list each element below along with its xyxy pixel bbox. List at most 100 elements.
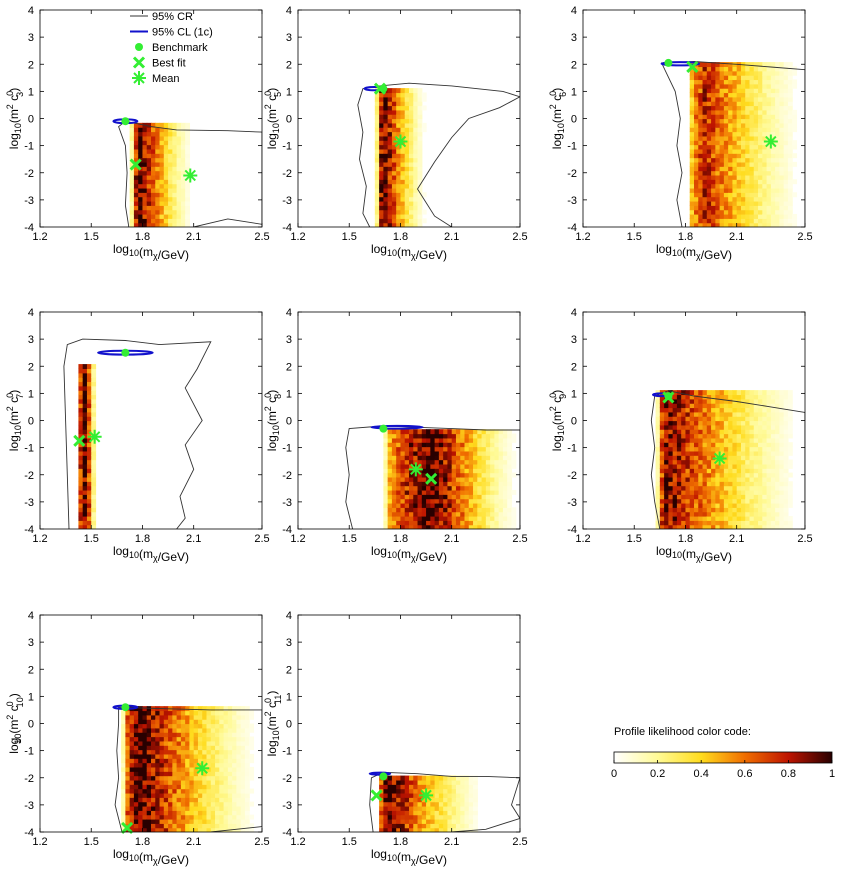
heatmap-cell bbox=[133, 749, 139, 755]
heatmap-cell bbox=[82, 437, 88, 443]
y-tick-label: 3 bbox=[28, 334, 34, 346]
heatmap-cell bbox=[740, 390, 746, 396]
heatmap-cell bbox=[404, 515, 410, 521]
heatmap-cell bbox=[664, 420, 669, 426]
heatmap-cell bbox=[758, 83, 763, 89]
heatmap-cell bbox=[155, 183, 161, 189]
y-tick-label: 4 bbox=[28, 610, 34, 622]
heatmap-cell bbox=[193, 714, 199, 720]
heatmap-cell bbox=[664, 407, 669, 413]
heatmap-cell bbox=[151, 827, 156, 832]
heatmap-cell bbox=[668, 507, 674, 513]
heatmap-cell bbox=[779, 161, 785, 167]
heatmap-cell bbox=[723, 424, 729, 430]
heatmap-cell bbox=[783, 183, 789, 189]
heatmap-cell bbox=[82, 520, 88, 526]
heatmap-cell bbox=[413, 200, 419, 206]
heatmap-cell bbox=[775, 494, 780, 500]
heatmap-cell bbox=[762, 187, 768, 193]
heatmap-cell bbox=[732, 79, 738, 85]
heatmap-cell bbox=[421, 489, 427, 495]
heatmap-cell bbox=[151, 805, 156, 811]
heatmap-cell bbox=[745, 498, 751, 504]
heatmap-cell bbox=[758, 390, 763, 396]
heatmap-cell bbox=[758, 515, 763, 521]
heatmap-cell bbox=[740, 75, 746, 81]
heatmap-cell bbox=[706, 161, 712, 167]
heatmap-cell bbox=[197, 758, 203, 764]
heatmap-cell bbox=[185, 827, 191, 832]
heatmap-cell bbox=[413, 213, 419, 219]
heatmap-cell bbox=[740, 166, 746, 172]
heatmap-cell bbox=[511, 489, 517, 495]
heatmap-cell bbox=[374, 114, 380, 120]
heatmap-cell bbox=[434, 437, 440, 443]
heatmap-cell bbox=[180, 144, 186, 150]
heatmap-cell bbox=[438, 485, 444, 491]
heatmap-cell bbox=[749, 485, 755, 491]
heatmap-cell bbox=[498, 481, 504, 487]
heatmap-cell bbox=[417, 433, 423, 439]
heatmap-cell bbox=[779, 96, 785, 102]
heatmap-cell bbox=[223, 814, 229, 820]
heatmap-cell bbox=[223, 762, 229, 768]
heatmap-cell bbox=[736, 450, 742, 456]
heatmap-cell bbox=[711, 148, 716, 154]
x-tick-label: 1.2 bbox=[290, 533, 305, 545]
heatmap-cell bbox=[202, 727, 208, 733]
heatmap-cell bbox=[421, 446, 427, 452]
heatmap-cell bbox=[78, 481, 84, 487]
heatmap-cell bbox=[498, 507, 504, 513]
heatmap-cell bbox=[163, 179, 169, 185]
heatmap-cell bbox=[715, 502, 721, 508]
heatmap-cell bbox=[749, 170, 755, 176]
heatmap-cell bbox=[494, 468, 500, 474]
heatmap-cell bbox=[434, 792, 440, 798]
heatmap-cell bbox=[396, 502, 402, 508]
heatmap-cell bbox=[783, 153, 789, 159]
heatmap-cell bbox=[168, 784, 173, 790]
heatmap-cell bbox=[206, 797, 212, 803]
heatmap-cell bbox=[379, 170, 384, 176]
heatmap-cell bbox=[770, 450, 776, 456]
heatmap-cell bbox=[664, 524, 669, 529]
heatmap-cell bbox=[91, 472, 97, 478]
heatmap-cell bbox=[702, 468, 708, 474]
heatmap-cell bbox=[468, 446, 474, 452]
heatmap-cell bbox=[232, 749, 237, 755]
heatmap-cell bbox=[443, 805, 449, 811]
heatmap-cell bbox=[244, 771, 250, 777]
heatmap-cell bbox=[672, 429, 678, 435]
heatmap-cell bbox=[451, 442, 457, 448]
heatmap-cell bbox=[787, 179, 793, 185]
heatmap-cell bbox=[672, 394, 678, 400]
heatmap-cell bbox=[736, 424, 742, 430]
heatmap-cell bbox=[91, 416, 97, 422]
heatmap-cell bbox=[659, 398, 665, 404]
heatmap-cell bbox=[745, 437, 751, 443]
heatmap-cell bbox=[168, 723, 173, 729]
heatmap-cell bbox=[404, 502, 410, 508]
heatmap-cell bbox=[775, 218, 780, 224]
heatmap-cell bbox=[723, 170, 729, 176]
heatmap-cell bbox=[745, 187, 751, 193]
heatmap-cell bbox=[232, 706, 237, 712]
heatmap-cell bbox=[142, 213, 148, 219]
heatmap-cell bbox=[758, 446, 763, 452]
heatmap-cell bbox=[494, 455, 500, 461]
heatmap-cell bbox=[779, 455, 785, 461]
heatmap-cell bbox=[172, 788, 178, 794]
heatmap-cell bbox=[219, 758, 225, 764]
heatmap-cell bbox=[172, 723, 178, 729]
heatmap-cell bbox=[659, 498, 665, 504]
heatmap-cell bbox=[762, 92, 768, 98]
heatmap-cell bbox=[490, 507, 495, 513]
heatmap-cell bbox=[396, 779, 402, 785]
heatmap-cell bbox=[426, 468, 431, 474]
heatmap-cell bbox=[481, 476, 487, 482]
heatmap-cell bbox=[694, 472, 699, 478]
heatmap-cell bbox=[715, 200, 721, 206]
heatmap-cell bbox=[121, 792, 126, 798]
heatmap-cell bbox=[779, 424, 785, 430]
heatmap-cell bbox=[698, 127, 704, 133]
